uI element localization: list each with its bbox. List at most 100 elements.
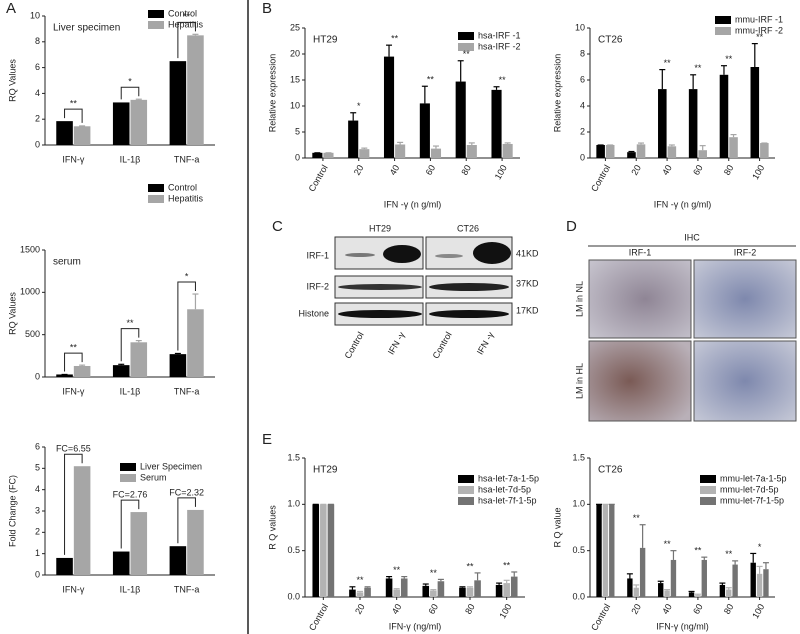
bar [688,592,695,597]
row-label: LM in HL [574,363,584,399]
bar [327,504,335,597]
legend-swatch [458,486,474,494]
lane-label: Control [431,330,454,360]
legend-label: hsa-let-7a-1-5p [478,473,539,483]
chart-title: serum [53,257,81,268]
bar [400,578,408,597]
bar [756,573,763,597]
bar [658,89,667,158]
y-tick-label: 15 [290,74,300,84]
y-tick-label: 25 [290,22,300,32]
y-axis-label: R Q value [552,507,562,547]
significance-bracket [120,499,140,549]
annotation: * [128,77,132,87]
legend-label: hsa-let-7d-5p [478,484,531,494]
bar [695,595,701,597]
y-tick-label: 4 [580,100,585,110]
y-tick-label: 1.0 [287,499,300,509]
x-tick-label: IL-1β [120,584,141,594]
bar [491,89,502,158]
row-label: LM in NL [574,281,584,317]
chart-title: HT29 [313,35,338,46]
x-tick-label: IL-1β [120,154,141,164]
bar [605,145,615,158]
y-tick-label: 0.5 [287,545,300,555]
size-label: 41KD [516,248,539,258]
column-label: IRF-1 [629,247,652,257]
x-tick-label: 60 [424,163,438,177]
y-tick-label: 5 [35,463,40,473]
ihc-image [693,259,797,339]
bar [474,580,481,597]
annotation: ** [499,75,507,85]
y-tick-label: 0 [295,152,300,162]
x-tick-label: 100 [750,163,766,181]
significance-bracket [177,281,196,351]
bar [701,559,707,597]
bar [348,120,359,158]
bar [750,562,756,597]
panel-label: E [262,431,272,448]
legend-swatch [120,474,136,482]
annotation: ** [664,539,672,549]
x-tick-label: TNF-a [174,584,200,594]
legend-label: Control [168,182,197,192]
band [435,254,463,258]
bar [422,585,430,597]
bar [596,145,605,158]
bar [383,56,395,158]
annotation: * [357,101,361,111]
y-tick-label: 6 [35,62,40,72]
legend-label: mmu-IRF -2 [735,25,783,35]
legend-label: Hepatitis [168,19,204,29]
y-tick-label: 1.5 [572,452,585,462]
bar [320,504,327,597]
bar [719,584,726,597]
chart-title: CT26 [598,35,623,46]
panel-label: A [6,0,16,17]
y-tick-label: 10 [575,22,585,32]
bar [503,583,510,597]
x-tick-label: 80 [459,163,473,177]
y-tick-label: 0 [35,371,40,381]
legend-swatch [700,486,716,494]
chart-title: CT26 [598,465,623,476]
bar [658,583,664,597]
y-tick-label: 6 [35,441,40,451]
bar [437,581,445,597]
x-tick-label: 100 [750,602,766,620]
bar [385,578,393,597]
x-tick-label: 80 [722,163,736,177]
band [429,310,509,318]
column-label: IRF-2 [734,247,757,257]
lane-label: IFN -γ [475,330,496,357]
y-tick-label: 1.5 [287,452,300,462]
significance-bracket [177,497,196,544]
bar [670,559,677,597]
y-tick-label: 0 [35,569,40,579]
significance-bracket [120,86,140,100]
legend-swatch [715,16,731,24]
legend-label: mmu-let-7a-1-5p [720,473,787,483]
x-tick-label: 20 [353,602,367,616]
x-tick-label: 80 [463,602,477,616]
x-tick-label: TNF-a [174,386,200,396]
western-blot: HT29 CT26 IRF-1 IRF-2 Histone 41KD 37KD … [298,223,539,360]
bar [73,466,91,575]
significance-bracket [64,453,83,555]
x-tick-label: 20 [629,163,643,177]
bar [698,150,707,158]
bar [719,74,729,158]
annotation: ** [126,318,134,328]
bar [750,67,760,158]
x-axis-label: IFN-γ (ng/ml) [656,621,709,631]
bar [726,589,732,597]
significance-bracket [64,108,83,123]
annotation: ** [633,513,641,523]
row-label: IRF-1 [307,250,330,260]
y-tick-label: 1500 [20,244,40,254]
legend-label: hsa-let-7f-1-5p [478,495,537,505]
bar [187,35,204,145]
y-tick-label: 2 [35,114,40,124]
legend-label: Serum [140,472,167,482]
